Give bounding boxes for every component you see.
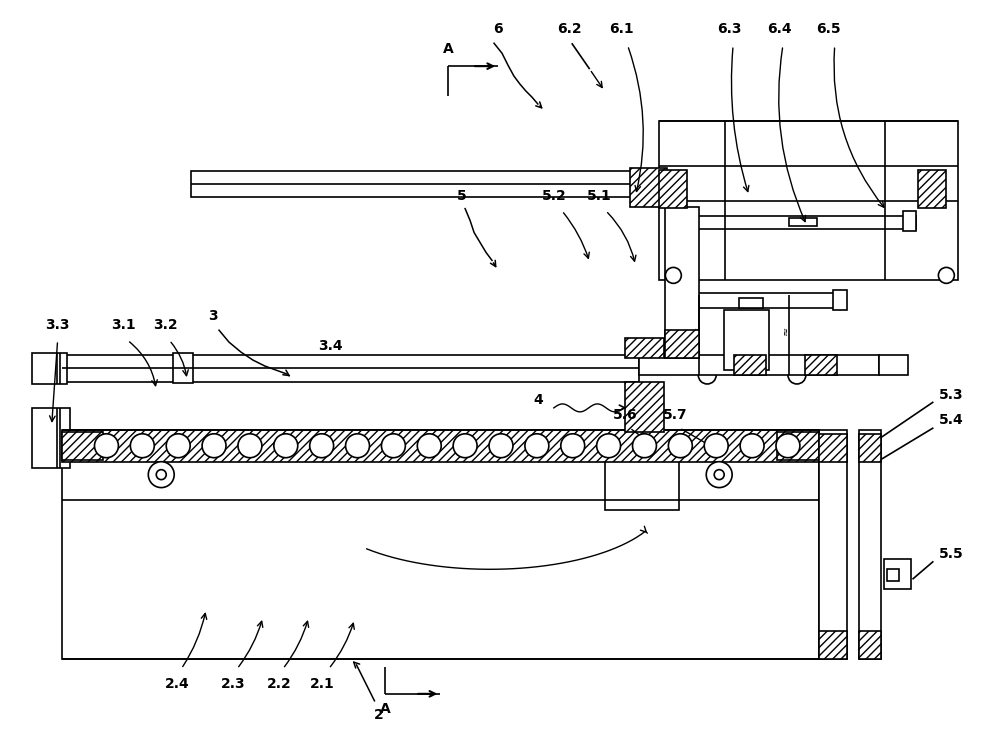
Text: 3: 3: [208, 309, 218, 324]
Text: 5.5: 5.5: [938, 547, 963, 562]
Text: 6.3: 6.3: [717, 22, 741, 36]
Text: 6.5: 6.5: [816, 22, 841, 36]
Circle shape: [148, 462, 174, 488]
Circle shape: [668, 434, 692, 457]
Bar: [630, 168, 667, 206]
Bar: [679, 293, 837, 308]
Bar: [675, 290, 689, 310]
Bar: [819, 430, 847, 659]
Circle shape: [938, 268, 954, 284]
Bar: [859, 434, 881, 462]
Bar: [833, 290, 847, 310]
Circle shape: [704, 434, 728, 457]
Text: A: A: [443, 42, 454, 56]
Circle shape: [130, 434, 154, 457]
Circle shape: [561, 434, 585, 457]
Circle shape: [156, 469, 166, 479]
Bar: [62, 355, 639, 382]
Text: 2.3: 2.3: [221, 677, 245, 691]
Bar: [684, 211, 698, 231]
Bar: [859, 631, 881, 659]
Circle shape: [740, 434, 764, 457]
Bar: [879, 355, 908, 375]
Text: 5.3: 5.3: [938, 388, 963, 402]
Bar: [887, 569, 899, 581]
Bar: [665, 206, 699, 358]
Text: 3.4: 3.4: [318, 339, 343, 353]
Bar: [605, 460, 679, 510]
Text: 2: 2: [374, 708, 383, 722]
Bar: [859, 430, 881, 659]
Bar: [884, 559, 911, 589]
Circle shape: [597, 434, 621, 457]
Bar: [173, 353, 193, 383]
Circle shape: [633, 434, 656, 457]
Circle shape: [714, 469, 724, 479]
Text: 6.4: 6.4: [767, 22, 791, 36]
Text: 5.7: 5.7: [663, 408, 688, 422]
Text: 5.6: 5.6: [613, 408, 638, 422]
Circle shape: [381, 434, 405, 457]
Circle shape: [202, 434, 226, 457]
Text: 5.2: 5.2: [541, 189, 566, 203]
Bar: [819, 631, 847, 659]
Text: 6: 6: [493, 22, 503, 36]
Bar: [665, 330, 699, 358]
Bar: [62, 430, 819, 659]
Circle shape: [776, 434, 800, 457]
Bar: [659, 121, 958, 280]
Circle shape: [274, 434, 298, 457]
Bar: [789, 218, 817, 225]
Circle shape: [310, 434, 334, 457]
Text: 2.2: 2.2: [266, 677, 291, 691]
Circle shape: [525, 434, 549, 457]
Bar: [724, 310, 769, 370]
Text: ≈: ≈: [691, 326, 701, 335]
Text: 5.1: 5.1: [587, 189, 612, 203]
Bar: [918, 170, 946, 208]
Bar: [191, 171, 659, 197]
Circle shape: [489, 434, 513, 457]
Bar: [659, 170, 687, 208]
Circle shape: [417, 434, 441, 457]
Bar: [62, 432, 103, 460]
Text: 3.1: 3.1: [111, 318, 136, 332]
Bar: [32, 408, 70, 468]
Bar: [777, 432, 819, 460]
Circle shape: [453, 434, 477, 457]
Bar: [903, 211, 916, 231]
Text: 2.4: 2.4: [165, 677, 190, 691]
Text: 3.3: 3.3: [45, 318, 70, 332]
Circle shape: [238, 434, 262, 457]
Circle shape: [706, 462, 732, 488]
Bar: [739, 299, 763, 308]
Text: A: A: [380, 702, 391, 716]
Text: 3.2: 3.2: [153, 318, 178, 332]
Circle shape: [94, 434, 118, 457]
Circle shape: [346, 434, 369, 457]
Text: 5: 5: [457, 189, 467, 203]
Bar: [32, 353, 67, 384]
Text: 6.2: 6.2: [557, 22, 582, 36]
Text: 5.4: 5.4: [938, 413, 963, 427]
Circle shape: [166, 434, 190, 457]
Bar: [734, 355, 766, 375]
Text: 4: 4: [533, 393, 543, 407]
Text: 6.1: 6.1: [609, 22, 634, 36]
Bar: [625, 338, 664, 358]
Text: ≈: ≈: [781, 326, 791, 335]
Bar: [625, 382, 664, 432]
Bar: [689, 215, 916, 228]
Bar: [819, 434, 847, 462]
Bar: [639, 355, 879, 375]
Text: 2.1: 2.1: [310, 677, 335, 691]
Circle shape: [665, 268, 681, 284]
Bar: [805, 355, 837, 375]
Bar: [62, 430, 819, 462]
